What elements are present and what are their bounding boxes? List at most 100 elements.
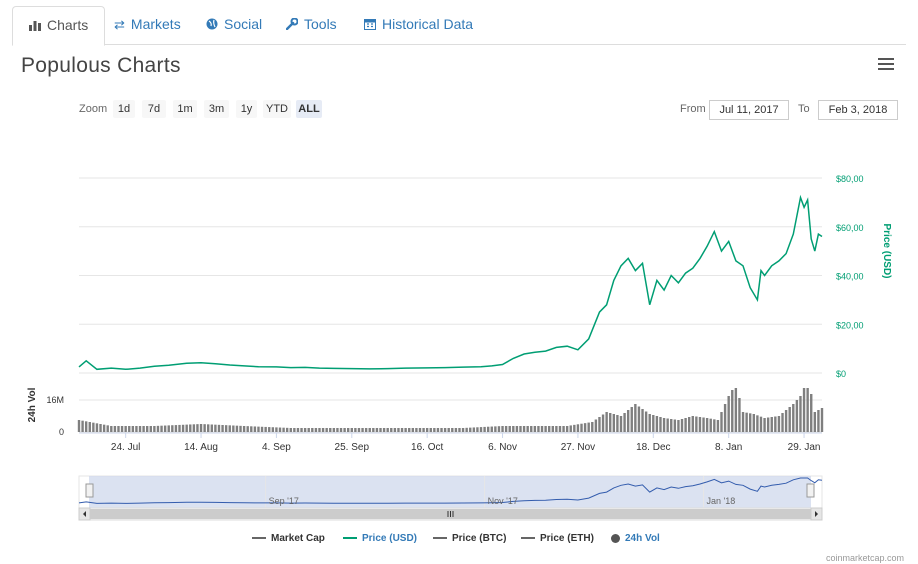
volume-bar: [752, 414, 756, 432]
price-axis: $0 $20,00 $40,00 $60,00 $80,00: [836, 174, 864, 379]
volume-bar: [458, 428, 461, 432]
scrollbar[interactable]: [78, 507, 823, 521]
tab-historical-data[interactable]: Historical Data: [348, 6, 489, 43]
navigator-left-handle[interactable]: [85, 483, 94, 498]
grip-icon: [447, 511, 454, 517]
tab-label: Tools: [304, 16, 337, 32]
volume-bar: [641, 409, 644, 432]
volume-bar: [429, 428, 432, 432]
zoom-1d-button[interactable]: 1d: [113, 100, 135, 118]
legend-market-cap[interactable]: Market Cap: [252, 533, 325, 544]
volume-bar: [508, 426, 511, 432]
volume-bar: [519, 426, 522, 432]
volume-bar: [558, 426, 562, 432]
volume-bar: [648, 414, 651, 432]
volume-bar: [619, 416, 623, 432]
volume-bar: [469, 427, 472, 432]
volume-bar: [203, 424, 206, 432]
volume-bar: [652, 415, 655, 432]
volume-bar: [128, 426, 131, 432]
volume-bar: [483, 426, 486, 432]
volume-bar: [684, 418, 687, 432]
tab-tools[interactable]: Tools: [270, 6, 353, 43]
volume-bar: [713, 419, 716, 432]
volume-bar: [497, 426, 501, 432]
volume-bar: [228, 425, 231, 432]
volume-bar: [605, 412, 608, 432]
volume-bar: [630, 407, 633, 432]
volume-bar: [411, 428, 415, 432]
volume-bar: [476, 427, 479, 432]
volume-bar: [461, 428, 465, 432]
tab-markets[interactable]: ⇄ Markets: [98, 6, 197, 43]
legend-24h-vol[interactable]: 24h Vol: [611, 533, 660, 544]
volume-bar: [551, 426, 554, 432]
volume-bar: [149, 426, 152, 432]
zoom-1y-button[interactable]: 1y: [236, 100, 257, 118]
zoom-1m-button[interactable]: 1m: [173, 100, 197, 118]
volume-bar: [192, 424, 196, 432]
legend-price-btc[interactable]: Price (BTC): [433, 533, 506, 544]
volume-bar: [153, 426, 156, 432]
volume-axis: 0 16M: [46, 395, 64, 437]
volume-bar: [124, 426, 127, 432]
hamburger-menu-icon[interactable]: [878, 58, 894, 72]
date-tick-label: 29. Jan: [788, 442, 821, 453]
volume-bar: [117, 426, 120, 432]
volume-bar: [634, 404, 637, 432]
tab-social[interactable]: Social: [190, 6, 278, 43]
chart-grid: [79, 177, 822, 433]
zoom-7d-button[interactable]: 7d: [142, 100, 166, 118]
zoom-ytd-button[interactable]: YTD: [263, 100, 291, 118]
navigator-right-handle[interactable]: [806, 483, 815, 498]
tab-charts[interactable]: Charts: [12, 6, 106, 46]
tab-label: Charts: [47, 17, 89, 33]
volume-bar: [167, 425, 170, 432]
volume-bar: [709, 418, 712, 432]
price-tick-label: $20,00: [836, 320, 864, 330]
volume-bar: [163, 425, 167, 432]
legend-price-usd[interactable]: Price (USD): [343, 533, 417, 544]
zoom-3m-button[interactable]: 3m: [204, 100, 229, 118]
date-tick-label: 8. Jan: [715, 442, 742, 453]
volume-bar: [232, 425, 235, 432]
volume-bar: [784, 410, 788, 432]
volume-bar: [379, 428, 382, 432]
volume-bar: [756, 415, 759, 432]
volume-bar: [583, 423, 587, 432]
legend-price-eth[interactable]: Price (ETH): [521, 533, 594, 544]
volume-bar: [178, 424, 181, 432]
date-tick-label: 16. Oct: [411, 442, 443, 453]
volume-bar: [336, 428, 339, 432]
volume-bar: [239, 425, 242, 432]
volume-bar: [802, 388, 806, 432]
volume-bar: [375, 428, 379, 432]
to-label: To: [798, 103, 810, 115]
date-tick-label: 25. Sep: [335, 442, 370, 453]
credit-link[interactable]: coinmarketcap.com: [826, 553, 905, 563]
volume-bar: [314, 428, 318, 432]
date-axis: 24. Jul 14. Aug 4. Sep 25. Sep 16. Oct 6. Nov…: [79, 432, 822, 453]
volume-bar: [282, 427, 285, 432]
volume-bar: [680, 419, 684, 432]
volume-bar: [788, 407, 791, 432]
from-date-input[interactable]: Jul 11, 2017: [709, 100, 789, 120]
volume-bar: [702, 417, 705, 432]
volume-bar: [655, 416, 659, 432]
volume-bar: [138, 426, 142, 432]
volume-bar: [537, 426, 540, 432]
volume-bar: [799, 396, 802, 432]
volume-bar: [275, 427, 278, 432]
volume-bar: [601, 414, 605, 432]
navigator-line: [78, 477, 823, 504]
navigator[interactable]: Sep '17 Nov '17 Jan '18: [78, 475, 823, 509]
volume-bar: [278, 427, 282, 432]
to-date-input[interactable]: Feb 3, 2018: [818, 100, 898, 120]
zoom-all-button[interactable]: ALL: [296, 100, 322, 118]
volume-bar: [662, 418, 666, 432]
volume-bar: [644, 411, 648, 432]
volume-bar: [160, 425, 163, 432]
volume-bar: [447, 428, 450, 432]
volume-bar: [422, 428, 425, 432]
price-axis-title: Price (USD): [881, 223, 892, 278]
